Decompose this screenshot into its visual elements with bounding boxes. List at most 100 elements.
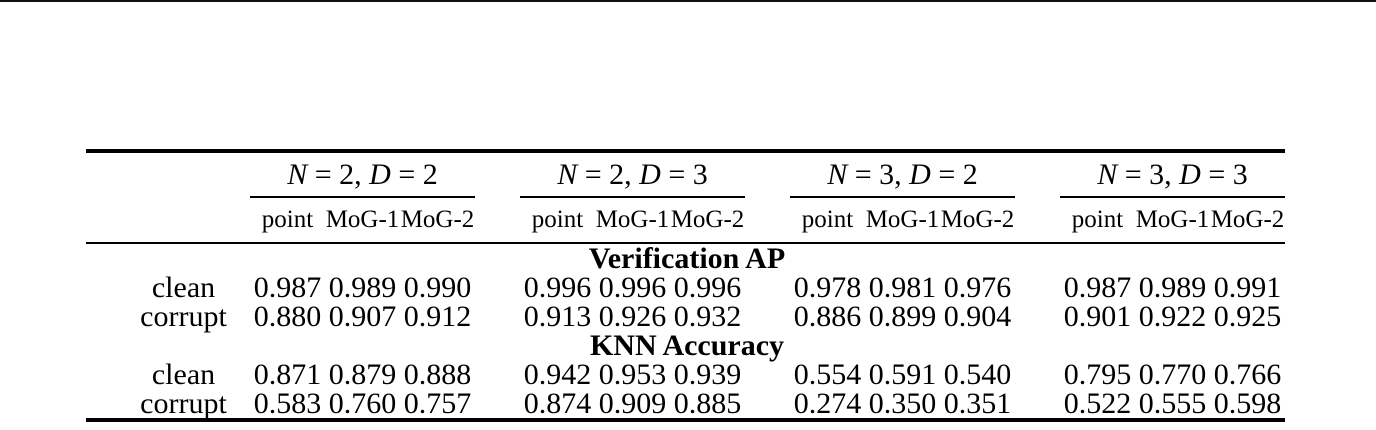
math-rest: = 2	[930, 158, 978, 191]
col-header-point: point	[520, 197, 595, 244]
value-cell: 0.591	[868, 358, 937, 391]
value-cell: 0.886	[793, 300, 862, 333]
math-rest: = 3,	[1117, 158, 1180, 191]
gap-cell	[475, 273, 520, 302]
value-cell: 0.932	[673, 300, 742, 333]
value-cell: 0.555	[1138, 387, 1207, 420]
col-header-mog1: MoG-1	[1135, 197, 1210, 244]
value-cell: 0.978	[793, 271, 862, 304]
value-cell: 0.953	[598, 358, 667, 391]
col-header-mog1: MoG-1	[325, 197, 400, 244]
section-label: Verification AP	[588, 242, 786, 275]
gap-cell	[745, 302, 790, 331]
results-table: N = 2, D = 2 N = 2, D = 3 N = 3, D = 2 N…	[86, 149, 1285, 422]
group-header-n3d3: N = 3, D = 3	[1060, 151, 1285, 198]
math-rest: = 3	[660, 158, 708, 191]
math-rest: = 2,	[307, 158, 370, 191]
gap-cell	[475, 389, 520, 420]
math-rest: = 3,	[847, 158, 910, 191]
gap-cell	[1015, 302, 1060, 331]
value-cell: 0.926	[598, 300, 667, 333]
group-header-n2d3: N = 2, D = 3	[520, 151, 745, 198]
gap-cell	[475, 302, 520, 331]
section-row-knn-accuracy: KNN Accuracy	[86, 329, 1285, 362]
value-cell: 0.351	[943, 387, 1012, 420]
value-cell: 0.598	[1213, 387, 1282, 420]
gap-cell	[475, 360, 520, 389]
col-header-mog2: MoG-2	[940, 197, 1015, 244]
value-cell: 0.942	[523, 358, 592, 391]
math-rest: = 2	[390, 158, 438, 191]
col-header-mog1: MoG-1	[865, 197, 940, 244]
value-cell: 0.996	[673, 271, 742, 304]
table-row-va-clean: clean 0.987 0.989 0.990 0.996 0.996 0.99…	[86, 271, 1285, 304]
group-header-n3d2: N = 3, D = 2	[790, 151, 1015, 198]
row-label: clean	[151, 358, 216, 391]
value-cell: 0.904	[943, 300, 1012, 333]
gap-cell	[475, 151, 520, 197]
row-label: corrupt	[140, 387, 227, 420]
section-row-verification-ap: Verification AP	[86, 242, 1285, 275]
page-top-rule	[0, 0, 1376, 2]
results-table-container: N = 2, D = 2 N = 2, D = 3 N = 3, D = 2 N…	[86, 149, 1285, 422]
math-var: D	[369, 158, 391, 191]
math-var: N	[827, 158, 848, 191]
column-header-row: point MoG-1 MoG-2 point MoG-1 MoG-2 poin…	[86, 197, 1285, 244]
value-cell: 0.901	[1063, 300, 1132, 333]
col-header-mog2: MoG-2	[670, 197, 745, 244]
table-row-knn-corrupt: corrupt 0.583 0.760 0.757 0.874 0.909 0.…	[86, 389, 1285, 420]
value-cell: 0.913	[523, 300, 592, 333]
value-cell: 0.871	[253, 358, 322, 391]
value-cell: 0.540	[943, 358, 1012, 391]
section-label: KNN Accuracy	[589, 329, 785, 362]
value-cell: 0.350	[868, 387, 937, 420]
gap-cell	[1015, 151, 1060, 197]
col-header-mog2: MoG-2	[1210, 197, 1285, 244]
table-row-va-corrupt: corrupt 0.880 0.907 0.912 0.913 0.926 0.…	[86, 300, 1285, 333]
value-cell: 0.757	[403, 387, 472, 420]
math-var: N	[287, 158, 308, 191]
gap-cell	[745, 360, 790, 389]
value-cell: 0.522	[1063, 387, 1132, 420]
value-cell: 0.874	[523, 387, 592, 420]
value-cell: 0.981	[868, 271, 937, 304]
value-cell: 0.922	[1138, 300, 1207, 333]
value-cell: 0.274	[793, 387, 862, 420]
math-var: N	[1097, 158, 1118, 191]
table-row-knn-clean: clean 0.871 0.879 0.888 0.942 0.953 0.93…	[86, 358, 1285, 391]
value-cell: 0.989	[1138, 271, 1207, 304]
gap-cell	[1015, 360, 1060, 389]
value-cell: 0.770	[1138, 358, 1207, 391]
value-cell: 0.554	[793, 358, 862, 391]
col-header-point: point	[790, 197, 865, 244]
value-cell: 0.795	[1063, 358, 1132, 391]
gap-cell	[745, 151, 790, 197]
col-header-point: point	[250, 197, 325, 244]
group-header-row: N = 2, D = 2 N = 2, D = 3 N = 3, D = 2 N…	[86, 151, 1285, 198]
value-cell: 0.996	[523, 271, 592, 304]
group-header-n2d2: N = 2, D = 2	[250, 151, 475, 198]
math-rest: = 2,	[577, 158, 640, 191]
gap-cell	[745, 273, 790, 302]
gap-cell	[1015, 197, 1060, 244]
value-cell: 0.925	[1213, 300, 1282, 333]
value-cell: 0.996	[598, 271, 667, 304]
value-cell: 0.766	[1213, 358, 1282, 391]
value-cell: 0.939	[673, 358, 742, 391]
stub-cell	[86, 197, 250, 244]
value-cell: 0.990	[403, 271, 472, 304]
value-cell: 0.899	[868, 300, 937, 333]
row-label: clean	[151, 271, 216, 304]
value-cell: 0.987	[1063, 271, 1132, 304]
value-cell: 0.885	[673, 387, 742, 420]
value-cell: 0.880	[253, 300, 322, 333]
value-cell: 0.583	[253, 387, 322, 420]
math-var: D	[639, 158, 661, 191]
value-cell: 0.879	[328, 358, 397, 391]
value-cell: 0.991	[1213, 271, 1282, 304]
gap-cell	[475, 197, 520, 244]
value-cell: 0.976	[943, 271, 1012, 304]
col-header-mog2: MoG-2	[400, 197, 475, 244]
value-cell: 0.987	[253, 271, 322, 304]
